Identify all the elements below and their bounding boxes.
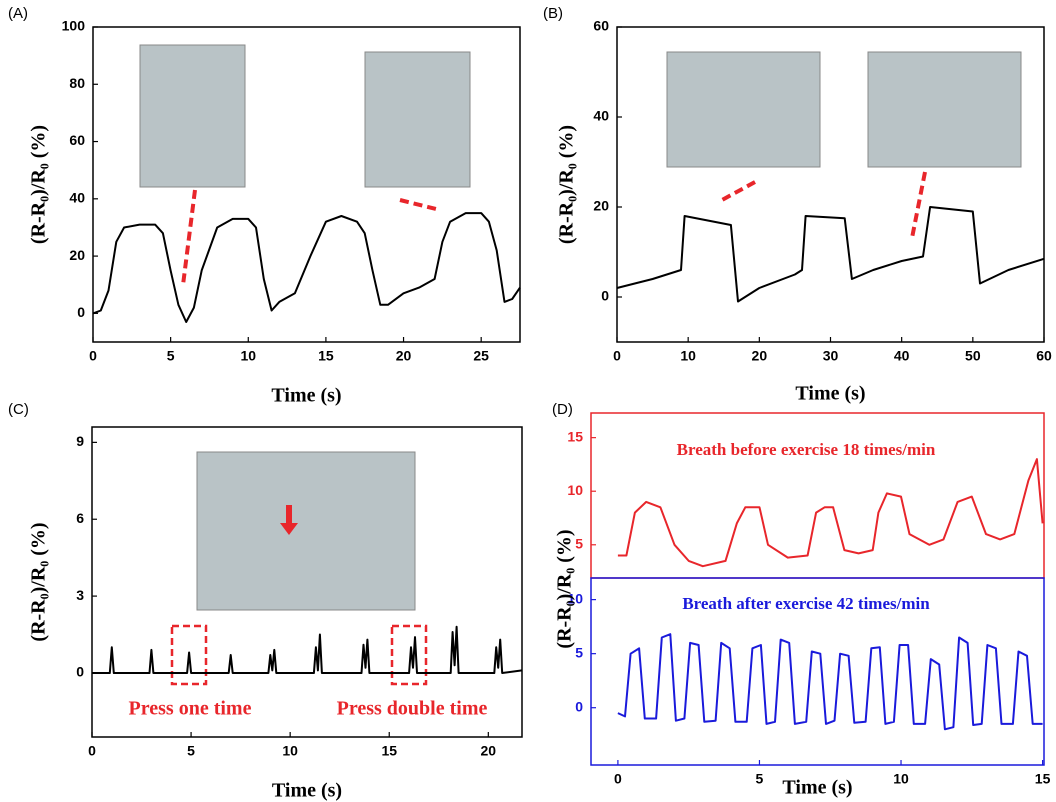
y-axis-label: (R-R₀)/R₀ (%) [28, 522, 50, 641]
y-axis-label: (R-R₀)/R₀ (%) [554, 529, 576, 648]
panel-label: (B) [543, 5, 563, 22]
y-tick-label: 40 [69, 190, 85, 206]
arrow [183, 190, 195, 285]
y-tick-label: 6 [76, 510, 84, 526]
series-label: Breath before exercise 18 times/min [677, 440, 936, 459]
x-tick-label: 10 [240, 348, 256, 364]
photo [140, 45, 245, 187]
x-tick-label: 15 [1035, 771, 1051, 787]
data-line [618, 459, 1043, 566]
photo [197, 452, 415, 610]
x-tick-label: 5 [167, 348, 175, 364]
x-tick-label: 0 [613, 348, 621, 364]
x-tick-label: 10 [680, 348, 696, 364]
data-line [617, 207, 1044, 302]
data-line [92, 627, 522, 673]
x-tick-label: 5 [756, 771, 764, 787]
x-tick-label: 0 [88, 743, 96, 759]
x-axis-label: Time (s) [271, 385, 341, 407]
y-tick-label: 5 [575, 535, 583, 551]
y-tick-label: 5 [575, 644, 583, 660]
y-tick-label: 9 [76, 433, 84, 449]
annotation: Press double time [337, 698, 488, 720]
y-tick-label: 3 [76, 587, 84, 603]
y-tick-label: 0 [77, 304, 85, 320]
y-axis-label: (R-R₀)/R₀ (%) [28, 125, 50, 244]
y-tick-label: 15 [567, 428, 583, 444]
x-tick-label: 30 [823, 348, 839, 364]
highlight-box [392, 626, 426, 684]
arrow [722, 182, 755, 200]
arrow [400, 200, 440, 210]
x-tick-label: 15 [318, 348, 334, 364]
x-tick-label: 20 [752, 348, 768, 364]
panel-label: (C) [8, 401, 29, 418]
y-tick-label: 0 [575, 698, 583, 714]
x-axis-label: Time (s) [782, 777, 852, 799]
y-tick-label: 60 [593, 18, 609, 34]
y-tick-label: 20 [593, 198, 609, 214]
arrow [912, 172, 925, 238]
photo [365, 52, 470, 187]
photo [868, 52, 1021, 167]
data-line [93, 213, 520, 322]
y-tick-label: 0 [601, 288, 609, 304]
highlight-boxes [172, 626, 426, 684]
x-tick-label: 5 [187, 743, 195, 759]
x-tick-label: 20 [396, 348, 412, 364]
panel-label: (A) [8, 5, 28, 22]
y-axis-label: (R-R₀)/R₀ (%) [556, 125, 578, 244]
x-axis-label: Time (s) [795, 383, 865, 405]
series-label: Breath after exercise 42 times/min [682, 594, 930, 613]
y-tick-label: 10 [567, 482, 583, 498]
x-tick-label: 60 [1036, 348, 1052, 364]
x-tick-label: 15 [381, 743, 397, 759]
x-tick-label: 20 [481, 743, 497, 759]
x-tick-label: 25 [473, 348, 489, 364]
arrows [183, 172, 925, 285]
data-line [618, 634, 1043, 729]
y-tick-label: 60 [69, 132, 85, 148]
y-tick-label: 0 [76, 664, 84, 680]
panel-label: (D) [552, 401, 573, 418]
x-tick-label: 10 [893, 771, 909, 787]
figure: 0510152025020406080100(A)Time (s)(R-R₀)/… [0, 0, 1056, 802]
y-tick-label: 20 [69, 247, 85, 263]
y-tick-label: 100 [62, 18, 86, 34]
x-axis-label: Time (s) [272, 780, 342, 802]
x-tick-label: 50 [965, 348, 981, 364]
x-tick-label: 0 [89, 348, 97, 364]
x-tick-label: 10 [282, 743, 298, 759]
x-tick-label: 0 [614, 771, 622, 787]
y-tick-label: 80 [69, 75, 85, 91]
plot-frame [591, 413, 1044, 578]
y-tick-label: 40 [593, 108, 609, 124]
annotation: Press one time [129, 698, 252, 720]
x-tick-label: 40 [894, 348, 910, 364]
photos [140, 45, 1021, 610]
photo [667, 52, 820, 167]
